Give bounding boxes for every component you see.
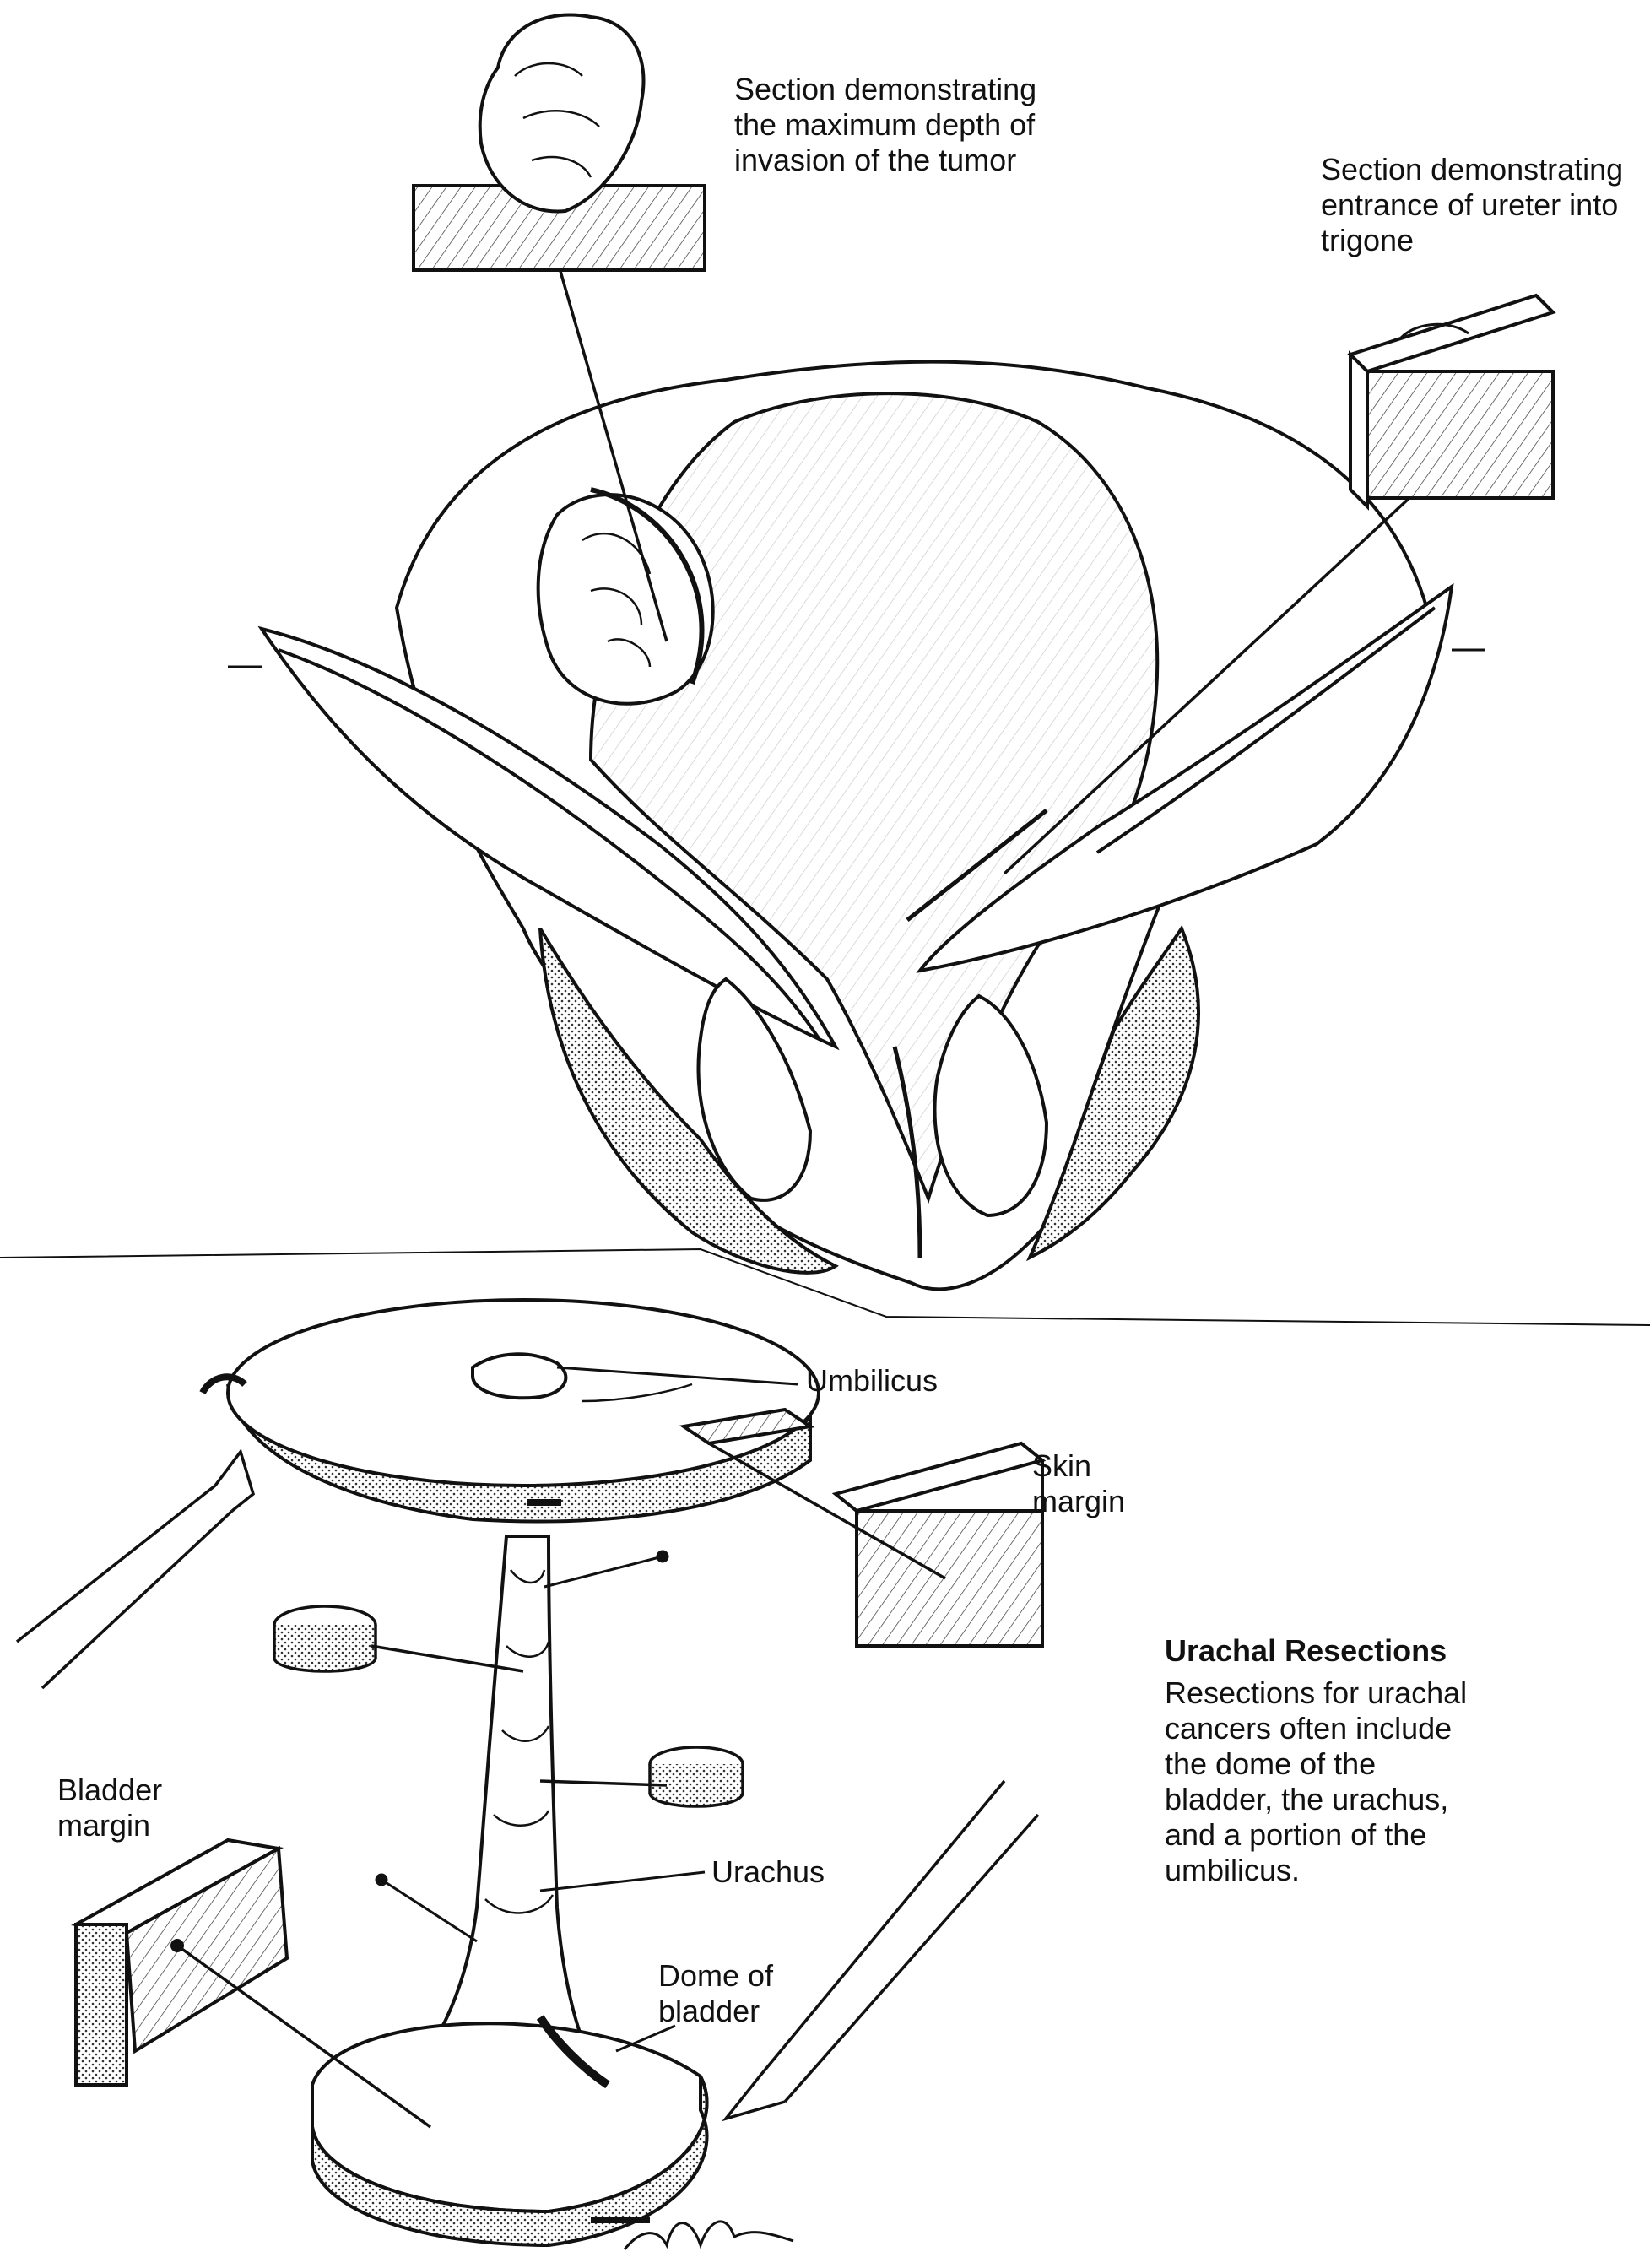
left-clamp <box>15 1448 256 1690</box>
tumor-section-label: Section demonstrating the maximum depth … <box>734 72 1037 177</box>
urachus-label: Urachus <box>711 1854 825 1889</box>
skin-margin-label: Skin margin <box>1032 1448 1126 1518</box>
bladder-margin-block <box>71 1838 432 2129</box>
label-leaders <box>539 1366 798 2053</box>
umbilicus-label: Umbilicus <box>806 1363 939 1398</box>
right-clamp <box>722 1779 1040 2122</box>
right-lower-lobe <box>1025 924 1200 1262</box>
umbilicus <box>471 1352 568 1400</box>
section-divider <box>0 1248 1650 1326</box>
urachal-resections-description: Resections for urachal cancers often inc… <box>1165 1675 1468 1887</box>
tumor-section-inset <box>412 13 706 272</box>
left-ureteral-opening <box>696 977 813 1202</box>
bladder-specimen <box>228 360 1485 1291</box>
ureter-section-label: Section demonstrating entrance of ureter… <box>1321 152 1624 257</box>
bladder-tumor <box>536 493 715 706</box>
left-flap <box>257 625 840 1051</box>
bladder-margin-label: Bladder margin <box>57 1773 163 1843</box>
urachus-cross-sections <box>273 1605 744 1808</box>
urachal-resections-title: Urachal Resections <box>1165 1633 1447 1668</box>
right-flap <box>916 582 1454 973</box>
left-lower-lobe <box>538 927 839 1275</box>
artist-signature <box>623 2220 794 2250</box>
urachal-specimen <box>199 1298 820 2248</box>
dome-of-bladder-label: Dome of bladder <box>658 1958 774 2028</box>
leader-dots <box>375 1550 669 1943</box>
urachus-stalk <box>419 1535 594 2061</box>
skin-margin-block <box>708 1441 1047 1648</box>
right-ureteral-opening <box>933 993 1049 1218</box>
bladder-dome <box>588 392 1160 1204</box>
ureter-section-inset <box>1347 293 1556 511</box>
